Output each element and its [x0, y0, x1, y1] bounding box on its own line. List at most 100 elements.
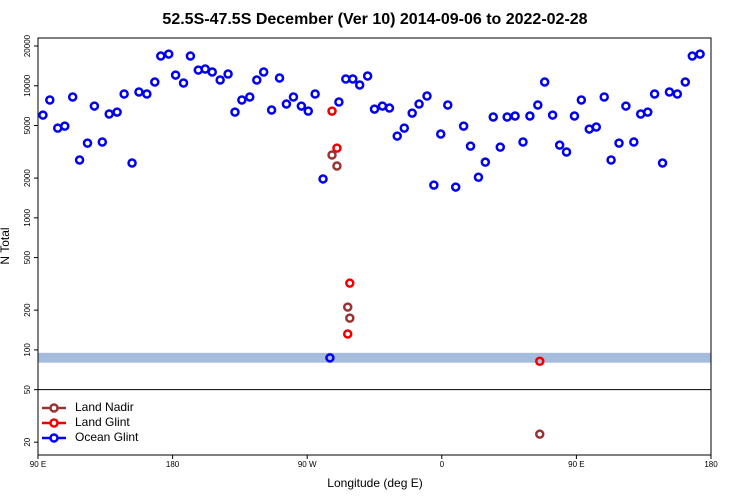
x-tick-label: 180	[166, 460, 180, 469]
legend-marker	[49, 403, 59, 413]
point	[649, 89, 660, 99]
point	[170, 70, 181, 80]
point	[38, 110, 48, 120]
point	[104, 109, 114, 119]
point	[345, 278, 355, 288]
y-tick-label: 100	[23, 343, 32, 357]
y-tick-label: 10000	[23, 74, 32, 97]
point	[274, 73, 285, 83]
point	[664, 87, 675, 97]
point	[119, 89, 129, 99]
point	[518, 137, 528, 147]
point	[695, 49, 705, 59]
point	[60, 121, 70, 131]
y-tick-label: 2000	[23, 169, 32, 187]
point	[325, 353, 335, 363]
point	[296, 101, 307, 111]
point	[74, 155, 85, 165]
y-tick-label: 20	[23, 437, 32, 446]
point	[392, 131, 402, 141]
point	[178, 78, 189, 88]
point	[657, 158, 668, 168]
point	[327, 150, 337, 160]
x-tick-label: 90 W	[298, 460, 317, 469]
point	[473, 172, 484, 182]
point	[561, 147, 572, 157]
y-tick-label: 200	[23, 303, 32, 317]
y-tick-label: 500	[23, 250, 32, 264]
x-axis-label: Longitude (deg E)	[327, 476, 422, 490]
y-tick-label: 50	[23, 385, 32, 394]
point	[569, 111, 580, 121]
point	[237, 95, 247, 105]
point	[510, 111, 520, 121]
point	[525, 111, 535, 121]
point	[429, 180, 439, 190]
point	[535, 356, 545, 367]
x-tick-label: 180	[704, 460, 718, 469]
point	[252, 75, 262, 85]
legend-marker	[49, 433, 59, 443]
point	[45, 95, 55, 105]
legend-label: Land Glint	[75, 415, 130, 429]
point	[97, 137, 108, 147]
point	[303, 106, 313, 116]
point	[362, 71, 373, 81]
point	[134, 87, 144, 97]
point	[258, 67, 269, 77]
point	[334, 97, 344, 107]
point	[480, 157, 491, 167]
point	[223, 69, 233, 79]
x-tick-label: 0	[440, 460, 445, 469]
point	[407, 108, 417, 118]
point	[399, 123, 410, 133]
point	[310, 89, 320, 99]
point	[332, 143, 342, 153]
point	[502, 112, 512, 122]
point	[687, 51, 698, 61]
point	[245, 92, 255, 102]
point	[436, 129, 446, 139]
y-axis-label: N Total	[0, 227, 12, 264]
point	[156, 51, 166, 61]
point	[327, 106, 337, 116]
point	[458, 121, 469, 131]
plot-frame	[37, 37, 712, 456]
point	[348, 74, 358, 84]
legend-label: Ocean Glint	[75, 430, 139, 444]
x-tick-label: 90 E	[30, 460, 46, 469]
point	[142, 89, 152, 99]
point	[288, 92, 299, 102]
point	[621, 101, 631, 111]
y-tick-label: 1000	[23, 208, 32, 226]
point	[606, 155, 616, 165]
point	[127, 158, 137, 168]
legend-marker	[49, 418, 59, 428]
point	[89, 101, 100, 111]
point	[680, 77, 691, 87]
y-tick-label: 20000	[23, 34, 32, 57]
y-tick-label: 5000	[23, 116, 32, 134]
point	[535, 429, 545, 439]
legend-label: Land Nadir	[75, 400, 134, 414]
point	[547, 110, 558, 120]
point	[384, 103, 395, 113]
point	[614, 138, 624, 148]
point	[281, 99, 292, 109]
point	[342, 329, 353, 339]
point	[554, 140, 565, 150]
point	[629, 137, 639, 147]
point	[495, 142, 506, 152]
point	[539, 77, 550, 87]
point	[345, 313, 355, 323]
point	[215, 75, 225, 85]
point	[82, 138, 93, 148]
point	[112, 107, 122, 117]
point	[488, 112, 498, 122]
point	[465, 141, 476, 151]
point	[163, 49, 174, 59]
point	[672, 89, 683, 99]
point	[576, 95, 587, 105]
point	[332, 161, 342, 171]
point	[599, 92, 609, 102]
